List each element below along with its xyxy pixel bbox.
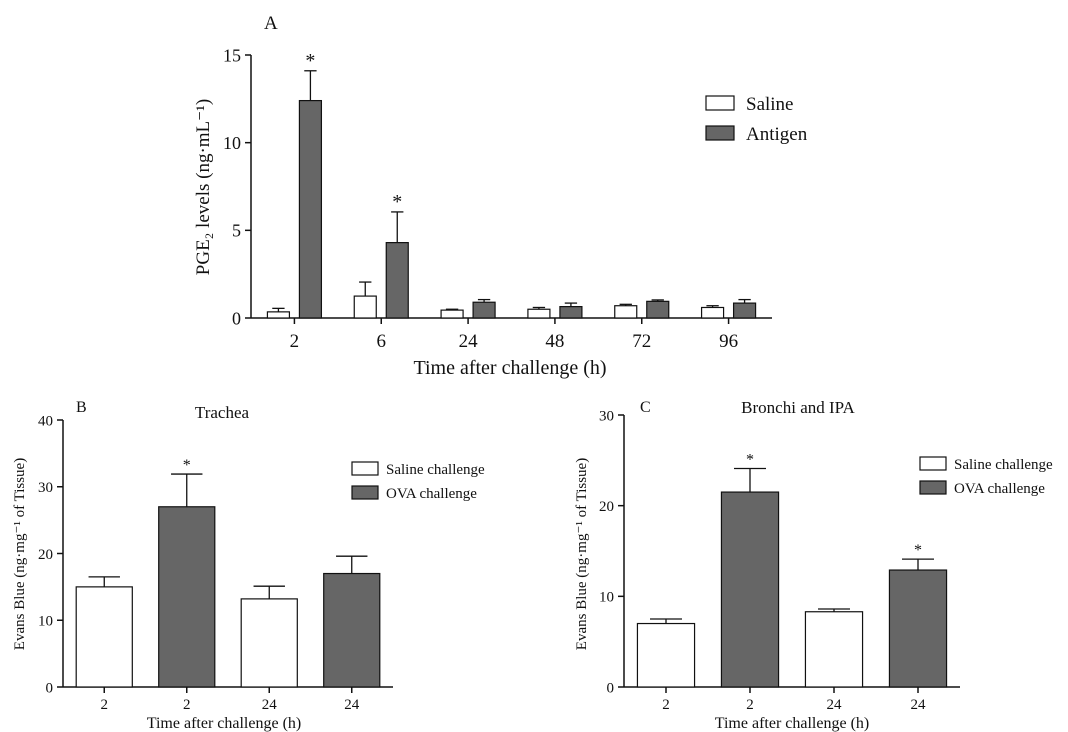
- panel-c-title: Bronchi and IPA: [741, 398, 855, 417]
- legend-swatch-saline-challenge: [919, 456, 947, 471]
- bar-antigen: [646, 300, 670, 319]
- panel-a-x-tick-label: 96: [719, 331, 738, 352]
- panel-a-chart: A PGE₂ levels (ng·mL⁻¹) Time after chall…: [193, 13, 808, 379]
- legend-label-saline-challenge: Saline challenge: [954, 457, 1053, 473]
- panel-c-y-axis-title: Evans Blue (ng·mg⁻¹ of Tissue): [574, 458, 590, 650]
- legend-label-saline: Saline: [746, 94, 794, 115]
- panel-c-y-tick-label: 10: [599, 590, 614, 606]
- bar-antigen: [472, 301, 496, 319]
- legend-label-antigen: Antigen: [746, 124, 808, 145]
- panel-a-legend: Saline Antigen: [705, 94, 808, 145]
- bar-saline: [527, 308, 551, 319]
- legend-label-saline-challenge: Saline challenge: [386, 462, 485, 478]
- significance-mark: *: [183, 457, 191, 474]
- panel-a-x-tick-label: 72: [632, 331, 651, 352]
- legend-label-ova-challenge: OVA challenge: [386, 486, 477, 502]
- panel-c-y-tick-label: 0: [607, 680, 615, 696]
- panel-b-y-tick-label: 30: [38, 480, 53, 496]
- bar-antigen: [298, 99, 323, 319]
- panel-b-y-tick-label: 20: [38, 547, 53, 563]
- panel-a-y-tick-label: 5: [232, 221, 241, 241]
- panel-b-y-axis-title: Evans Blue (ng·mg⁻¹ of Tissue): [12, 458, 28, 650]
- panel-b-x-tick-label: 2: [101, 697, 109, 713]
- significance-mark: *: [914, 542, 922, 559]
- panel-a-y-axis-title: PGE₂ levels (ng·mL⁻¹): [193, 99, 214, 275]
- panel-c-chart: C Bronchi and IPA Evans Blue (ng·mg⁻¹ of…: [574, 398, 1053, 732]
- bar-saline-challenge: [804, 611, 864, 688]
- panel-b-chart: B Trachea Evans Blue (ng·mg⁻¹ of Tissue)…: [12, 399, 485, 732]
- panel-b-x-axis-title: Time after challenge (h): [147, 715, 301, 732]
- panel-b-label: B: [76, 399, 87, 416]
- panel-b-y-tick-label: 40: [38, 413, 53, 429]
- panel-c-x-tick-label: 24: [827, 697, 843, 713]
- panel-a-y-tick-label: 10: [223, 133, 241, 153]
- panel-a-x-axis-title: Time after challenge (h): [413, 357, 606, 379]
- bar-saline-challenge: [75, 586, 133, 688]
- panel-c-y-tick-label: 20: [599, 499, 614, 515]
- significance-mark: *: [392, 191, 402, 213]
- panel-a-x-tick-label: 2: [290, 331, 300, 352]
- panel-c-y-tick-label: 30: [599, 408, 614, 424]
- panel-b-x-tick-label: 24: [344, 697, 360, 713]
- bar-saline: [266, 311, 291, 319]
- panel-b-y-tick-label: 10: [38, 614, 53, 630]
- bar-saline: [614, 305, 638, 319]
- panel-b-x-tick-label: 24: [262, 697, 278, 713]
- bar-saline: [700, 306, 725, 319]
- bar-saline-challenge: [240, 598, 298, 688]
- bar-ova-challenge: [888, 569, 948, 688]
- panel-a-y-tick-label: 15: [223, 45, 241, 65]
- bar-ova-challenge: [323, 572, 381, 688]
- panel-a-x-tick-label: 24: [459, 331, 479, 352]
- panel-c-label: C: [640, 399, 651, 416]
- panel-c-x-tick-label: 2: [662, 697, 670, 713]
- panel-a-label: A: [264, 13, 278, 34]
- panel-c-x-tick-label: 2: [746, 697, 754, 713]
- bar-saline: [440, 309, 464, 319]
- legend-swatch-antigen: [705, 125, 735, 141]
- panel-b-x-tick-label: 2: [183, 697, 191, 713]
- bar-ova-challenge: [158, 506, 216, 688]
- bar-antigen: [732, 302, 757, 319]
- panel-a-y-tick-label: 0: [232, 308, 241, 328]
- panel-a-x-tick-label: 48: [545, 331, 564, 352]
- panel-b-title: Trachea: [195, 403, 250, 422]
- legend-swatch-ova-challenge: [351, 485, 379, 500]
- legend-swatch-ova-challenge: [919, 480, 947, 495]
- panel-c-legend: Saline challenge OVA challenge: [919, 456, 1053, 497]
- bar-ova-challenge: [720, 491, 780, 688]
- legend-swatch-saline-challenge: [351, 461, 379, 476]
- panel-a-x-tick-label: 6: [377, 331, 387, 352]
- significance-mark: *: [305, 50, 315, 72]
- bar-antigen: [559, 306, 583, 319]
- legend-label-ova-challenge: OVA challenge: [954, 481, 1045, 497]
- legend-swatch-saline: [705, 95, 735, 111]
- bar-saline: [353, 295, 377, 319]
- panel-c-x-axis-title: Time after challenge (h): [715, 715, 869, 732]
- panel-b-y-tick-label: 0: [46, 680, 54, 696]
- panel-c-x-tick-label: 24: [911, 697, 927, 713]
- bar-antigen: [385, 242, 409, 319]
- panel-b-legend: Saline challenge OVA challenge: [351, 461, 485, 502]
- bar-saline-challenge: [636, 622, 696, 688]
- significance-mark: *: [746, 451, 754, 468]
